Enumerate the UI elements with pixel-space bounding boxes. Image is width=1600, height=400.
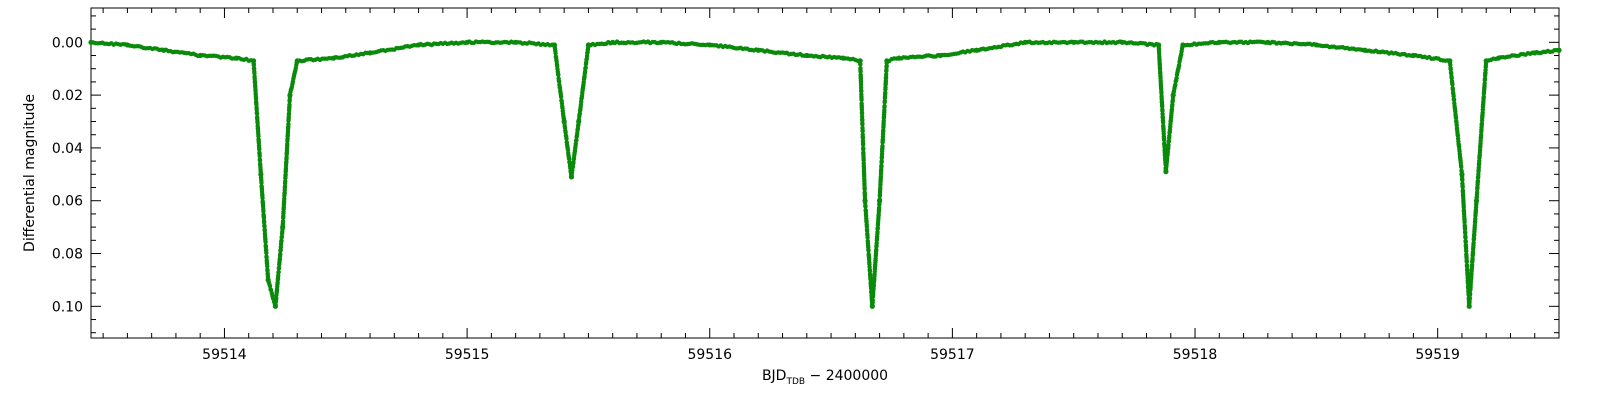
y-tick-label: 0.02 bbox=[52, 88, 83, 104]
x-axis-label-main: BJD bbox=[762, 368, 787, 384]
x-axis-label-suffix: − 2400000 bbox=[805, 368, 888, 384]
data-point-sample bbox=[858, 62, 862, 66]
y-tick-label: 0.04 bbox=[52, 141, 83, 157]
y-tick-label: 0.08 bbox=[52, 247, 83, 263]
y-axis-label: Differential magnitude bbox=[22, 94, 38, 252]
data-point bbox=[1556, 48, 1561, 53]
x-axis-label: BJDTDB − 2400000 bbox=[762, 368, 888, 387]
x-axis-label-subscript: TDB bbox=[785, 377, 805, 387]
y-tick-label: 0.06 bbox=[52, 194, 83, 210]
y-tick-label: 0.10 bbox=[52, 299, 83, 315]
x-tick-label: 59515 bbox=[445, 347, 490, 363]
x-tick-label: 59518 bbox=[1173, 347, 1218, 363]
y-tick-label: 0.00 bbox=[52, 35, 83, 51]
x-tick-label: 59514 bbox=[202, 347, 247, 363]
x-tick-label: 59519 bbox=[1415, 347, 1460, 363]
x-tick-label: 59517 bbox=[930, 347, 975, 363]
data-series bbox=[88, 39, 1561, 309]
x-tick-label: 59516 bbox=[687, 347, 732, 363]
